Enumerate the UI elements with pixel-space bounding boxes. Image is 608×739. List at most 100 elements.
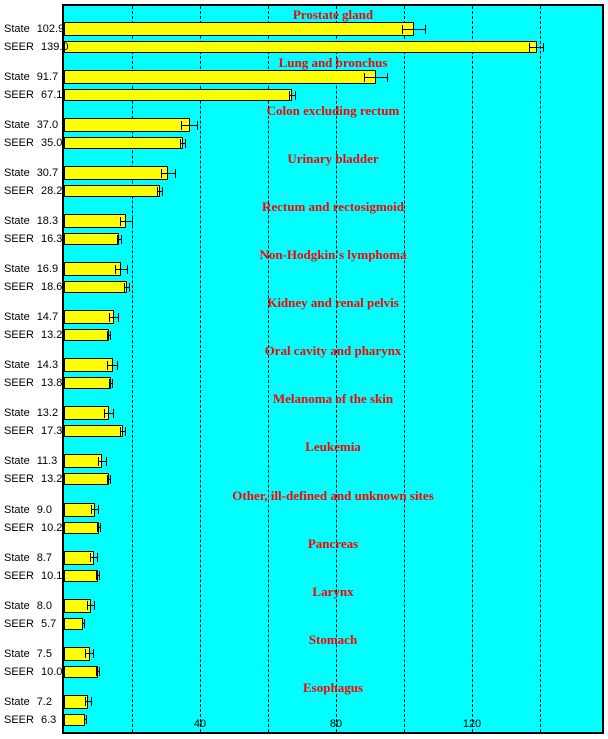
error-bar-left-cap bbox=[107, 360, 109, 370]
error-bar bbox=[107, 360, 119, 370]
error-bar bbox=[108, 312, 120, 322]
error-bar-left-cap bbox=[181, 120, 183, 130]
value-label: 102.9 bbox=[36, 23, 65, 35]
error-bar-line bbox=[106, 478, 112, 480]
error-bar-right-cap bbox=[174, 168, 176, 178]
error-bar bbox=[97, 456, 108, 466]
row-label: SEER 35.0 bbox=[4, 136, 62, 150]
error-bar-right-cap bbox=[126, 264, 128, 274]
error-bar bbox=[89, 553, 98, 563]
error-bar-right-cap bbox=[124, 426, 126, 436]
error-bar bbox=[90, 505, 99, 514]
value-label: 91.7 bbox=[36, 71, 59, 84]
error-bar bbox=[106, 330, 112, 340]
value-label: 37.0 bbox=[36, 119, 59, 132]
error-bar-left-cap bbox=[103, 408, 105, 418]
row-label: State 16.9 bbox=[4, 262, 58, 276]
value-label: 17.3 bbox=[40, 425, 63, 438]
error-bar-right-cap bbox=[91, 697, 93, 707]
value-label: 13.2 bbox=[36, 407, 59, 420]
error-bar bbox=[161, 168, 176, 178]
state-bar bbox=[64, 214, 127, 229]
error-bar bbox=[181, 120, 199, 130]
series-label: State bbox=[4, 503, 30, 516]
error-bar-line bbox=[108, 316, 120, 318]
error-bar-left-cap bbox=[529, 42, 531, 52]
gridline bbox=[404, 6, 405, 732]
value-label: 28.2 bbox=[40, 185, 63, 198]
error-bar-right-cap bbox=[185, 138, 187, 148]
row-label: State 18.3 bbox=[4, 214, 58, 228]
seer-bar bbox=[64, 281, 128, 294]
category-title: Colon excluding rectum bbox=[266, 103, 400, 119]
error-bar-left-cap bbox=[97, 456, 99, 466]
row-label: SEER 10.0 bbox=[4, 665, 62, 679]
value-label: 10.0 bbox=[40, 665, 63, 678]
error-bar-line bbox=[161, 172, 176, 174]
error-bar-right-cap bbox=[294, 90, 296, 100]
error-bar-left-cap bbox=[401, 24, 403, 34]
error-bar-left-cap bbox=[120, 426, 122, 436]
series-label: SEER bbox=[4, 665, 34, 678]
error-bar-right-cap bbox=[84, 619, 86, 629]
error-bar-left-cap bbox=[84, 697, 86, 707]
seer-bar bbox=[64, 41, 537, 53]
error-bar-right-cap bbox=[96, 553, 98, 563]
error-bar-left-cap bbox=[81, 619, 83, 629]
series-label: State bbox=[4, 119, 30, 132]
seer-bar bbox=[64, 521, 99, 534]
plot-inner: 40 80 120 Prostate gland Lung and bronchus Co… bbox=[64, 6, 602, 732]
value-label: 10.2 bbox=[40, 521, 63, 534]
value-label: 7.5 bbox=[36, 647, 52, 660]
error-bar-line bbox=[115, 268, 128, 270]
error-bar bbox=[116, 234, 123, 244]
error-bar-left-cap bbox=[156, 186, 158, 196]
error-bar-left-cap bbox=[96, 571, 98, 581]
error-bar-line bbox=[529, 46, 545, 48]
category-title: Lung and bronchus bbox=[278, 55, 388, 71]
error-bar-line bbox=[124, 286, 131, 288]
error-bar-right-cap bbox=[110, 474, 112, 484]
error-bar-line bbox=[288, 94, 296, 96]
error-bar-line bbox=[96, 527, 101, 528]
series-label: SEER bbox=[4, 185, 34, 198]
error-bar-right-cap bbox=[99, 667, 101, 677]
state-bar bbox=[64, 454, 103, 469]
error-bar-left-cap bbox=[179, 138, 181, 148]
error-bar-left-cap bbox=[108, 312, 110, 322]
row-label: SEER 13.8 bbox=[4, 376, 62, 390]
series-label: SEER bbox=[4, 617, 34, 630]
value-label: 13.8 bbox=[40, 377, 63, 390]
error-bar-line bbox=[90, 509, 99, 510]
row-label: State 13.2 bbox=[4, 406, 58, 420]
seer-bar bbox=[64, 617, 84, 630]
category-title: Esophagus bbox=[303, 679, 363, 695]
category-title: Pancreas bbox=[307, 535, 359, 551]
row-label: State 7.5 bbox=[4, 647, 52, 661]
error-bar-line bbox=[85, 653, 94, 655]
error-bar bbox=[124, 282, 131, 292]
series-label: State bbox=[4, 647, 30, 660]
error-bar-right-cap bbox=[97, 505, 99, 514]
value-label: 8.7 bbox=[36, 551, 52, 564]
error-bar bbox=[401, 24, 427, 34]
row-label: State 9.0 bbox=[4, 503, 52, 517]
value-label: 9.0 bbox=[36, 503, 52, 516]
x-axis-tick-label: 80 bbox=[329, 718, 343, 730]
series-label: SEER bbox=[4, 41, 34, 53]
state-bar bbox=[64, 118, 190, 133]
series-label: SEER bbox=[4, 137, 34, 150]
error-bar bbox=[96, 523, 101, 532]
category-title: Non-Hodgkin's lymphoma bbox=[259, 247, 407, 263]
row-label: SEER 10.1 bbox=[4, 569, 62, 583]
gridline bbox=[200, 6, 201, 732]
error-bar-line bbox=[179, 142, 187, 144]
series-label: State bbox=[4, 551, 30, 564]
category-title: Rectum and rectosigmoid bbox=[261, 199, 405, 215]
seer-bar bbox=[64, 569, 99, 582]
error-bar bbox=[83, 715, 88, 725]
error-bar-left-cap bbox=[363, 72, 365, 82]
error-bar bbox=[106, 474, 112, 484]
error-bar-line bbox=[107, 364, 119, 366]
row-label: State 14.7 bbox=[4, 310, 58, 324]
